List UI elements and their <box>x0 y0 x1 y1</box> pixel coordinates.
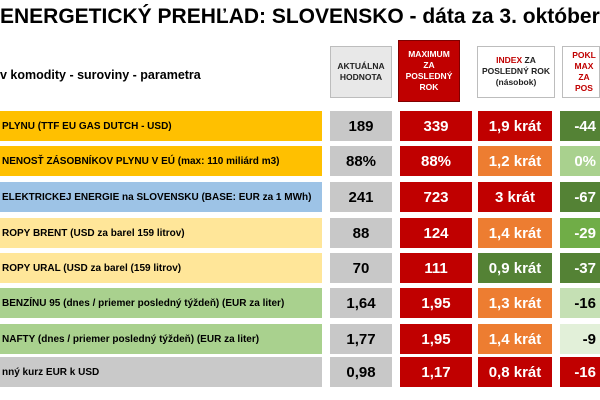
row-drop: -44 <box>560 111 600 141</box>
row-max: 1,95 <box>400 324 472 354</box>
row-max: 88% <box>400 146 472 176</box>
row-drop: -67 <box>560 182 600 212</box>
row-current: 1,77 <box>330 324 392 354</box>
row-current: 88 <box>330 218 392 248</box>
header-max-line2: ZA POSLEDNÝ ROK <box>405 60 453 92</box>
row-current: 0,98 <box>330 357 392 387</box>
header-max-line1: MAXIMUM <box>408 49 450 59</box>
row-current: 1,64 <box>330 288 392 318</box>
row-index: 0,9 krát <box>478 253 552 283</box>
row-index: 1,2 krát <box>478 146 552 176</box>
row-current: 189 <box>330 111 392 141</box>
row-index: 1,4 krát <box>478 218 552 248</box>
row-name: ELEKTRICKEJ ENERGIE na SLOVENSKU (BASE: … <box>0 182 322 212</box>
row-index: 1,4 krát <box>478 324 552 354</box>
row-name: NENOSŤ ZÁSOBNÍKOV PLYNU V EÚ (max: 110 m… <box>0 146 322 176</box>
row-name: ROPY URAL (USD za barel (159 litrov) <box>0 253 322 283</box>
row-max: 339 <box>400 111 472 141</box>
row-drop: -37 <box>560 253 600 283</box>
row-current: 88% <box>330 146 392 176</box>
row-name: nný kurz EUR k USD <box>0 357 322 387</box>
header-current: AKTUÁLNA HODNOTA <box>330 46 392 98</box>
row-index: 1,3 krát <box>478 288 552 318</box>
row-index: 3 krát <box>478 182 552 212</box>
row-index: 0,8 krát <box>478 357 552 387</box>
row-name: PLYNU (TTF EU GAS DUTCH - USD) <box>0 111 322 141</box>
row-drop: -16 <box>560 288 600 318</box>
header-index-rest: ZA POSLEDNÝ ROK (násobok) <box>481 55 550 87</box>
header-index-label: INDEX <box>496 55 523 65</box>
row-max: 1,95 <box>400 288 472 318</box>
row-name: NAFTY (dnes / priemer posledný týždeň) (… <box>0 324 322 354</box>
row-drop: -16 <box>560 357 600 387</box>
row-drop: 0% <box>560 146 600 176</box>
row-drop: -9 <box>560 324 600 354</box>
row-max: 111 <box>400 253 472 283</box>
row-max: 124 <box>400 218 472 248</box>
row-current: 70 <box>330 253 392 283</box>
row-drop: -29 <box>560 218 600 248</box>
row-name: ROPY BRENT (USD za barel 159 litrov) <box>0 218 322 248</box>
row-current: 241 <box>330 182 392 212</box>
header-commodity: v komodity - suroviny - parametra <box>0 68 201 82</box>
row-index: 1,9 krát <box>478 111 552 141</box>
row-max: 723 <box>400 182 472 212</box>
row-name: BENZÍNU 95 (dnes / priemer posledný týžd… <box>0 288 322 318</box>
header-index: INDEX ZA POSLEDNÝ ROK (násobok) <box>477 46 555 98</box>
header-max: MAXIMUM ZA POSLEDNÝ ROK <box>398 40 460 102</box>
header-drop: POKL MAX ZA POS <box>562 46 600 98</box>
row-max: 1,17 <box>400 357 472 387</box>
page-title: ENERGETICKÝ PREHĽAD: SLOVENSKO - dáta za… <box>0 5 600 28</box>
